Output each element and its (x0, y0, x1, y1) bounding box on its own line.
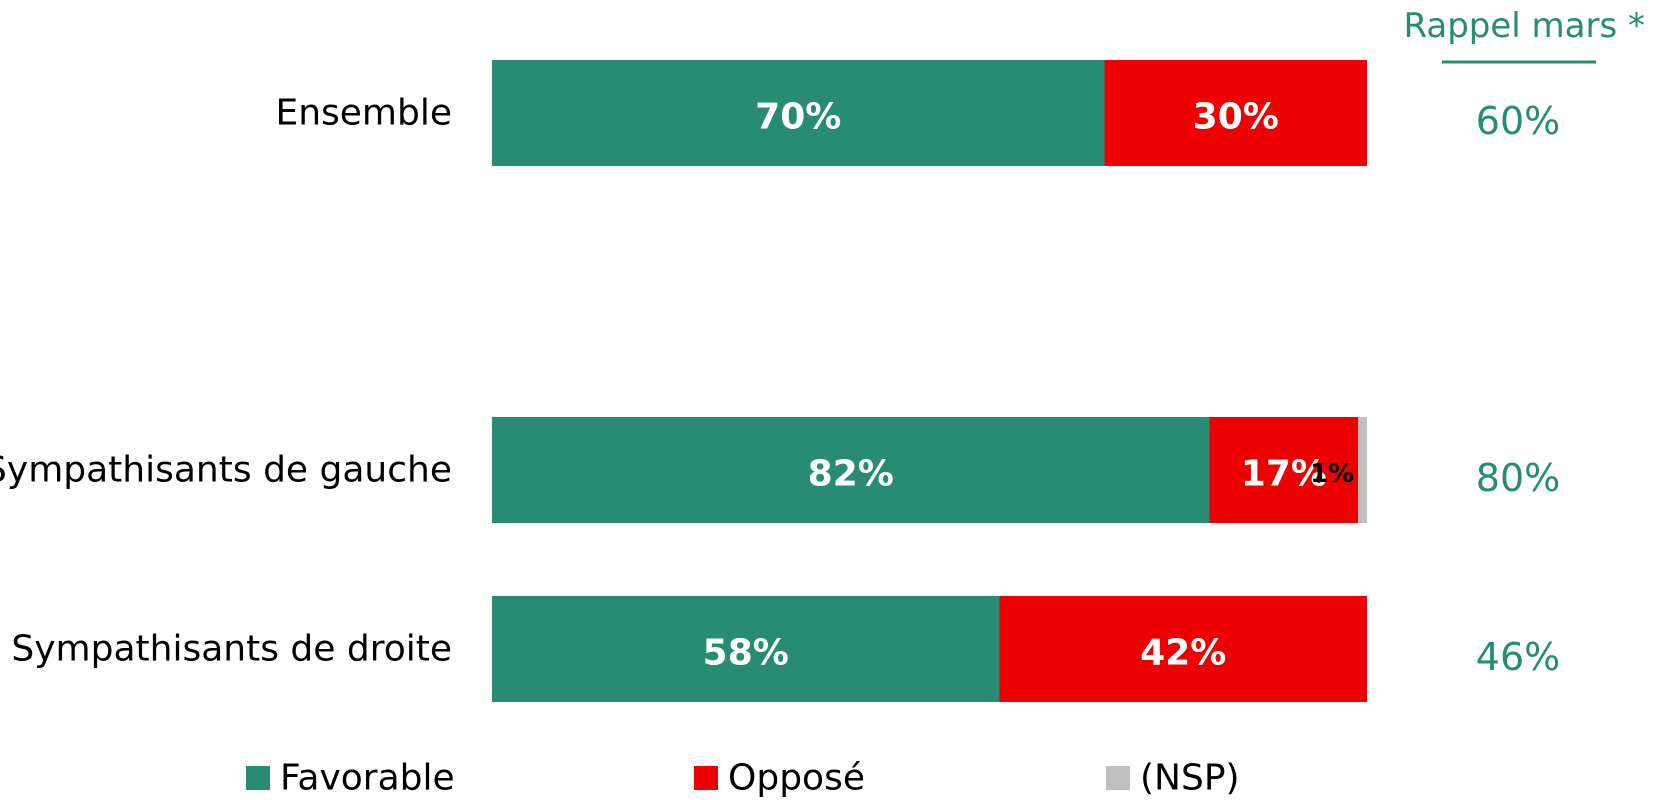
bar-segment-favorable (492, 596, 1000, 702)
legend-swatch (246, 766, 270, 790)
data-label: 17% (1241, 454, 1327, 495)
bars-layer: 70% 30% 82% 17%1% 58% 42% (492, 60, 1367, 702)
legend-label: (NSP) (1140, 758, 1240, 799)
bar-segment-oppos (1209, 417, 1359, 523)
recall-value: 46% (1476, 635, 1560, 679)
data-label: 70% (755, 97, 841, 138)
data-label: 1% (1310, 459, 1354, 489)
legend-swatch (1106, 766, 1130, 790)
category-label: Sympathisants de gauche (0, 450, 452, 491)
bar-segment-nsp (1358, 417, 1367, 523)
bar-segment-favorable (492, 417, 1210, 523)
bar-segment-favorable (492, 60, 1105, 166)
recall-value: 60% (1476, 99, 1560, 143)
recall-column: 60% 80% 46% Rappel mars * (1403, 6, 1645, 679)
data-label: 58% (703, 633, 789, 674)
legend-label: Favorable (280, 758, 455, 799)
legend: Favorable Opposé (NSP) (246, 758, 1240, 799)
bar-segment-oppos (1104, 60, 1367, 166)
data-label: 42% (1140, 633, 1226, 674)
legend-swatch (694, 766, 718, 790)
data-label: 30% (1193, 97, 1279, 138)
bar-segment-oppos (999, 596, 1367, 702)
category-label: Ensemble (275, 93, 452, 134)
data-label: 82% (808, 454, 894, 495)
category-label: Sympathisants de droite (11, 629, 452, 670)
recall-value: 80% (1476, 456, 1560, 500)
recall-header: Rappel mars * (1403, 6, 1645, 46)
legend-label: Opposé (728, 758, 865, 799)
category-labels: Ensemble Sympathisants de gauche Sympathis… (0, 93, 452, 670)
